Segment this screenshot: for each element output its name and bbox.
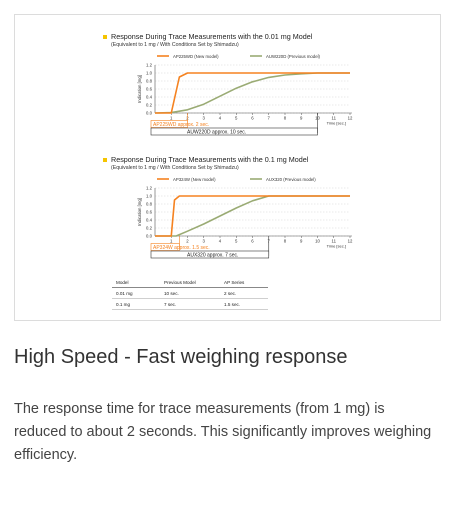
table-cell: 0.1 mg [112,298,160,310]
y-tick-label: 0.4 [146,218,153,223]
x-tick-label: 1 [170,116,173,121]
table-row: 0.01 mg 10 sec. 2 sec. [112,287,268,299]
x-tick-label: 1 [170,239,173,244]
x-tick-label: 9 [300,239,303,244]
legend-label-new: AP225WD (New model) [173,54,219,59]
table-cell: 2 sec. [220,287,268,299]
annotation-label: AUX320 approx. 7 sec. [187,252,238,258]
table-cell: 1.5 sec. [220,298,268,310]
x-tick-label: 3 [203,116,206,121]
y-tick-label: 1.0 [146,194,153,199]
x-tick-label: 4 [219,239,222,244]
legend-label-new: AP324W (New model) [173,177,216,182]
table-cell: 0.01 mg [112,287,160,299]
y-axis-label: Indication [mg] [137,198,142,226]
table-row: 0.1 mg 7 sec. 1.5 sec. [112,298,268,310]
x-tick-label: 12 [348,116,353,121]
x-tick-label: 8 [284,239,287,244]
x-tick-label: 7 [268,116,271,121]
x-tick-label: 7 [268,239,271,244]
x-tick-label: 6 [251,239,254,244]
annotation-label: AP324W approx. 1.5 sec. [153,245,210,251]
table-header-cell: AP Series [220,277,268,288]
y-tick-label: 0.8 [146,202,153,207]
y-tick-label: 0.6 [146,87,153,92]
y-tick-label: 0.2 [146,103,153,108]
bullet-icon [103,158,107,163]
x-tick-label: 5 [235,116,238,121]
x-tick-label: 11 [332,116,337,121]
x-tick-label: 9 [300,116,303,121]
x-tick-label: 3 [203,239,206,244]
y-tick-label: 1.0 [146,71,153,76]
series-line [155,72,350,114]
x-tick-label: 12 [348,239,353,244]
response-figure: Response During Trace Measurements with … [14,14,441,321]
y-tick-label: 0.6 [146,210,153,215]
feature-heading: High Speed - Fast weighing response [14,346,348,368]
legend-label-previous: AUX320 (Previous model) [266,177,316,182]
chart2-subtitle: (Equivalent to 1 mg / With Conditions Se… [111,165,239,171]
response-time-table: Model Previous Model AP Series 0.01 mg 1… [112,277,268,310]
y-tick-label: 0.0 [146,234,153,239]
legend-label-previous: AUW220D (Previous model) [266,54,321,59]
table-cell: 10 sec. [160,287,220,299]
x-tick-label: 2 [186,116,189,121]
x-tick-label: 10 [315,116,320,121]
chart1: AP225WD (New model) AUW220D (Previous mod… [137,54,353,136]
x-axis-label: Time [sec.] [327,244,346,249]
series-line [155,195,350,237]
y-axis-label: Indication [mg] [137,75,142,103]
y-tick-label: 0.2 [146,226,153,231]
chart1-subtitle: (Equivalent to 1 mg / With Conditions Se… [111,42,239,48]
series-line [154,72,350,114]
annotation-box [150,120,188,128]
chart2-title: Response During Trace Measurements with … [103,155,308,164]
feature-description: The response time for trace measurements… [14,401,432,463]
annotation-box [150,243,180,251]
table-header-row: Model Previous Model AP Series [112,277,268,288]
x-axis-label: Time [sec.] [327,121,346,126]
table-header-cell: Previous Model [160,277,220,288]
x-tick-label: 11 [332,239,337,244]
table-header-cell: Model [112,277,160,288]
chart2: AP324W (New model) AUX320 (Previous model… [137,177,353,259]
series-line [155,195,350,237]
y-tick-label: 0.8 [146,79,153,84]
y-tick-label: 1.2 [146,63,153,68]
annotation-box [150,250,270,259]
annotation-label: AUW220D approx. 10 sec. [187,129,246,135]
x-tick-label: 4 [219,116,222,121]
x-tick-label: 2 [186,239,189,244]
x-tick-label: 8 [284,116,287,121]
y-tick-label: 0.4 [146,95,153,100]
x-tick-label: 5 [235,239,238,244]
x-tick-label: 6 [251,116,254,121]
annotation-box [150,127,318,136]
bullet-icon [103,35,107,40]
table-cell: 7 sec. [160,298,220,310]
x-tick-label: 10 [315,239,320,244]
chart1-title: Response During Trace Measurements with … [103,32,312,41]
annotation-label: AP225WD approx. 2 sec. [153,122,209,128]
y-tick-label: 1.2 [146,186,153,191]
y-tick-label: 0.0 [146,111,153,116]
